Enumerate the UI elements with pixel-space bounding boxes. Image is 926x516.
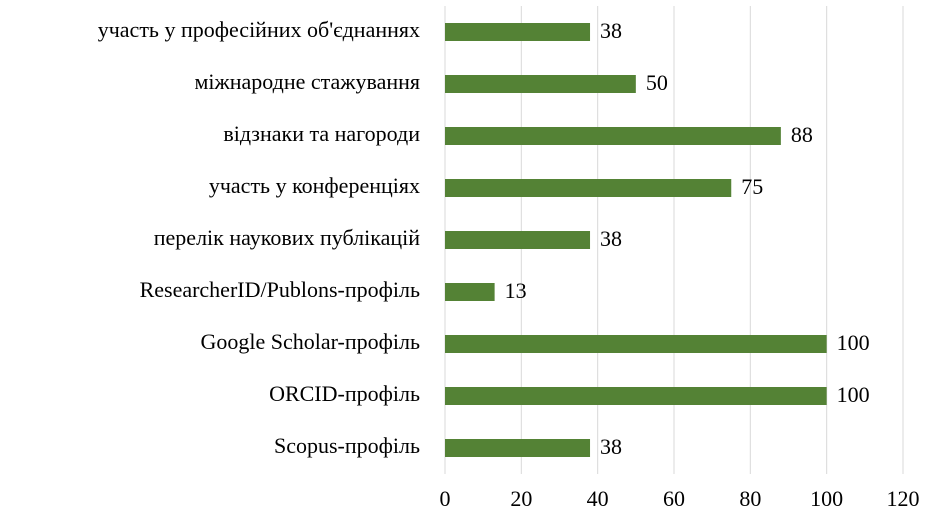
data-label: 100 xyxy=(837,382,870,407)
y-tick-label: участь у професійних об'єднаннях xyxy=(98,17,420,42)
x-tick-label: 120 xyxy=(887,486,920,511)
x-tick-label: 100 xyxy=(810,486,843,511)
bar xyxy=(445,127,781,145)
x-tick-label: 20 xyxy=(510,486,532,511)
data-label: 38 xyxy=(600,226,622,251)
y-tick-label: участь у конференціях xyxy=(209,173,420,198)
data-label: 38 xyxy=(600,434,622,459)
data-label: 50 xyxy=(646,70,668,95)
y-tick-label: Scopus-профіль xyxy=(274,433,420,458)
bar xyxy=(445,335,827,353)
bar xyxy=(445,439,591,457)
y-tick-label: ORCID-профіль xyxy=(269,381,420,406)
x-tick-label: 0 xyxy=(440,486,451,511)
y-tick-label: Google Scholar-профіль xyxy=(200,329,420,354)
x-tick-label: 60 xyxy=(663,486,685,511)
bar xyxy=(445,231,591,249)
y-tick-label: ResearcherID/Publons-профіль xyxy=(140,277,420,302)
y-tick-label: перелік наукових публікацій xyxy=(154,225,420,250)
bar xyxy=(445,283,495,301)
data-label: 100 xyxy=(837,330,870,355)
y-tick-label: міжнародне стажування xyxy=(194,69,420,94)
bar xyxy=(445,23,591,41)
bar xyxy=(445,75,636,93)
x-tick-label: 80 xyxy=(739,486,761,511)
data-label: 88 xyxy=(791,122,813,147)
bar xyxy=(445,387,827,405)
y-tick-label: відзнаки та нагороди xyxy=(223,121,420,146)
bar xyxy=(445,179,732,197)
x-tick-label: 40 xyxy=(587,486,609,511)
data-label: 75 xyxy=(741,174,763,199)
data-label: 38 xyxy=(600,18,622,43)
data-label: 13 xyxy=(505,278,527,303)
